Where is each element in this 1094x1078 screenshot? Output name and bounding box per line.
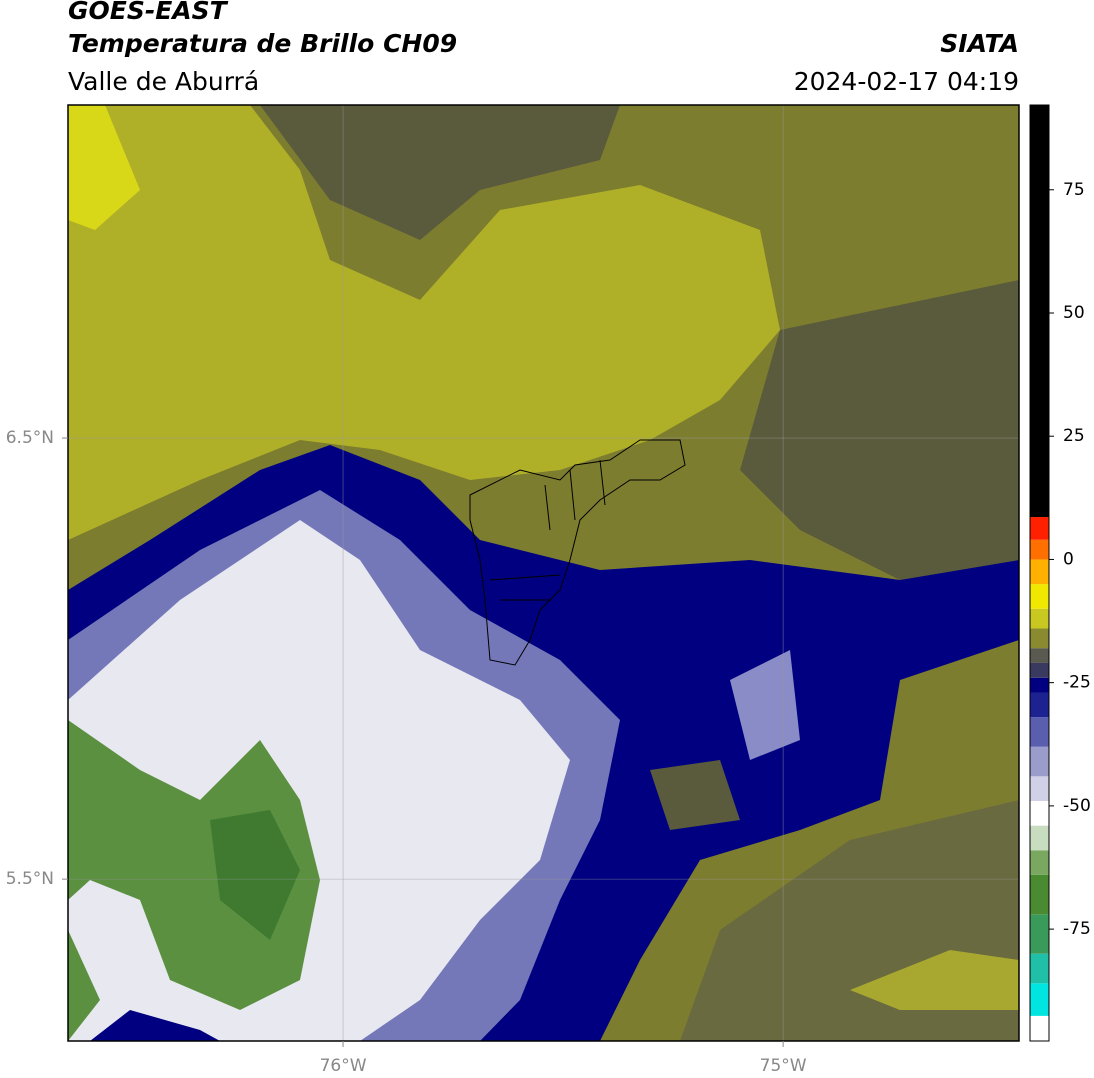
colorbar-band: [1030, 517, 1049, 540]
map-field: [68, 105, 1019, 1041]
subtitle: Temperatura de Brillo CH09: [68, 29, 457, 58]
colorbar-tick-label: -25: [1063, 673, 1091, 693]
timestamp: 2024-02-17 04:19: [794, 67, 1019, 96]
source: SIATA: [940, 29, 1019, 58]
colorbar-band: [1030, 953, 1049, 984]
map-frame: [67, 104, 1020, 1042]
colorbar-tick-label: -50: [1063, 796, 1091, 816]
colorbar-band: [1030, 914, 1049, 954]
colorbar-tick-label: 75: [1063, 180, 1085, 200]
colorbar-band: [1030, 692, 1049, 718]
colorbar-band: [1030, 825, 1049, 851]
colorbar-band: [1030, 850, 1049, 875]
colorbar-band: [1030, 677, 1049, 693]
colorbar-band: [1030, 539, 1049, 560]
colorbar-band: [1030, 874, 1049, 915]
title: GOES-EAST: [68, 0, 229, 25]
colorbar-tick-label: 0: [1063, 549, 1074, 569]
colorbar-band: [1030, 105, 1049, 518]
y-tick-label: 5.5°N: [6, 869, 54, 889]
colorbar-band: [1030, 559, 1049, 585]
colorbar-band: [1030, 717, 1049, 747]
colorbar-tick-label: -75: [1063, 919, 1091, 939]
colorbar-tick-label: 25: [1063, 426, 1085, 446]
colorbar-band: [1030, 662, 1049, 678]
colorbar-band: [1030, 776, 1049, 801]
colorbar-band: [1030, 983, 1049, 1016]
colorbar-band: [1030, 584, 1049, 609]
colorbar-band: [1030, 608, 1049, 629]
colorbar-frame: [1029, 104, 1050, 1042]
colorbar-band: [1030, 746, 1049, 777]
colorbar-band: [1030, 628, 1049, 649]
x-tick-label: 75°W: [760, 1056, 807, 1076]
colorbar-band: [1030, 648, 1049, 663]
region: Valle de Aburrá: [68, 67, 259, 96]
colorbar-band: [1030, 800, 1049, 826]
colorbar-band: [1030, 1015, 1049, 1041]
x-tick-label: 76°W: [320, 1056, 367, 1076]
colorbar-tick-label: 50: [1063, 303, 1085, 323]
y-tick-label: 6.5°N: [6, 428, 54, 448]
